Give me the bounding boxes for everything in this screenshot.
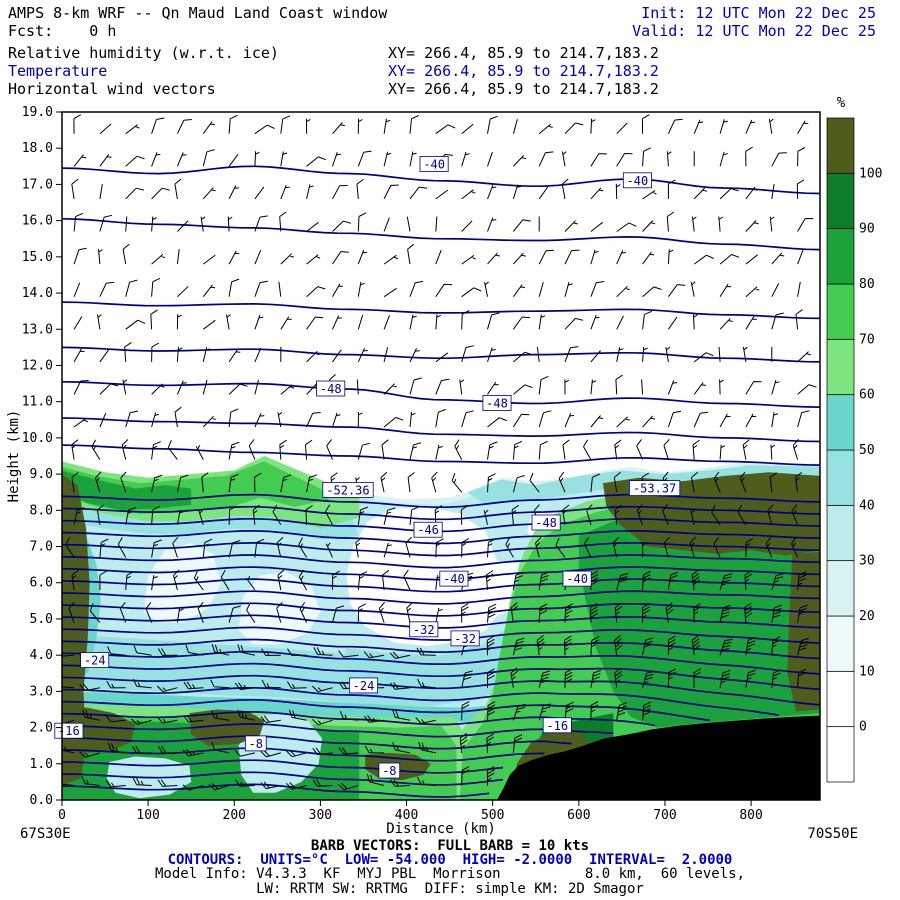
- field-rh-label: Relative humidity (w.r.t. ice): [8, 44, 279, 62]
- svg-text:-48: -48: [320, 382, 342, 396]
- svg-text:100: 100: [136, 808, 159, 823]
- field-rh-xy: XY= 266.4, 85.9 to 214.7,183.2: [388, 44, 659, 62]
- svg-text:6.0: 6.0: [30, 576, 53, 591]
- svg-text:10: 10: [859, 664, 875, 679]
- terrain: [497, 715, 820, 800]
- svg-text:12.0: 12.0: [22, 358, 53, 373]
- valid-time: Valid: 12 UTC Mon 22 Dec 25: [632, 22, 876, 40]
- colorbar: 0 10 20 30 40 50 60 70 80 90 100%: [826, 95, 882, 783]
- plot-title: AMPS 8-km WRF -- Qn Maud Land Coast wind…: [8, 4, 388, 22]
- model-info-line2: LW: RRTM SW: RRTMG DIFF: simple KM: 2D S…: [256, 881, 644, 897]
- svg-text:-52.36: -52.36: [326, 483, 369, 497]
- svg-text:500: 500: [481, 808, 504, 823]
- svg-text:-40: -40: [627, 174, 649, 188]
- svg-text:16.0: 16.0: [22, 214, 53, 229]
- svg-text:18.0: 18.0: [22, 141, 53, 156]
- svg-text:40: 40: [859, 498, 875, 513]
- svg-text:0: 0: [859, 720, 867, 735]
- corner-label-right: 70S50E: [807, 826, 858, 842]
- svg-text:-16: -16: [58, 724, 80, 738]
- model-info-line1: Model Info: V4.3.3 KF MYJ PBL Morrison 8…: [154, 866, 745, 882]
- svg-text:0: 0: [58, 808, 66, 823]
- svg-text:800: 800: [739, 808, 762, 823]
- corner-label-left: 67S30E: [20, 826, 71, 842]
- wind-barbs: [62, 114, 817, 791]
- svg-text:-32: -32: [413, 623, 435, 637]
- svg-text:2.0: 2.0: [30, 721, 53, 736]
- svg-text:-40: -40: [566, 572, 588, 586]
- svg-text:-53.37: -53.37: [633, 482, 676, 496]
- svg-text:200: 200: [223, 808, 246, 823]
- barb-legend: BARB VECTORS: FULL BARB = 10 kts: [310, 838, 590, 854]
- svg-text:13.0: 13.0: [22, 322, 53, 337]
- svg-text:-8: -8: [382, 764, 396, 778]
- svg-text:-32: -32: [454, 632, 476, 646]
- svg-text:-48: -48: [535, 516, 557, 530]
- svg-text:50: 50: [859, 443, 875, 458]
- contour-legend: CONTOURS: UNITS=°C LOW= -54.000 HIGH= -2…: [167, 852, 733, 868]
- svg-text:1.0: 1.0: [30, 757, 53, 772]
- svg-text:300: 300: [309, 808, 332, 823]
- svg-text:14.0: 14.0: [22, 286, 53, 301]
- svg-text:80: 80: [859, 277, 875, 292]
- svg-text:100: 100: [859, 166, 882, 181]
- svg-text:20: 20: [859, 609, 875, 624]
- svg-text:90: 90: [859, 222, 875, 237]
- svg-text:15.0: 15.0: [22, 250, 53, 265]
- field-wind-label: Horizontal wind vectors: [8, 80, 216, 98]
- field-temperature-xy: XY= 266.4, 85.9 to 214.7,183.2: [388, 62, 659, 80]
- svg-text:8.0: 8.0: [30, 503, 53, 518]
- svg-text:17.0: 17.0: [22, 177, 53, 192]
- svg-text:700: 700: [653, 808, 676, 823]
- svg-text:70: 70: [859, 332, 875, 347]
- svg-text:-40: -40: [423, 158, 445, 172]
- svg-text:5.0: 5.0: [30, 612, 53, 627]
- svg-text:11.0: 11.0: [22, 395, 53, 410]
- svg-text:-24: -24: [84, 654, 106, 668]
- svg-text:-8: -8: [249, 737, 263, 751]
- svg-text:-24: -24: [353, 679, 375, 693]
- field-wind-xy: XY= 266.4, 85.9 to 214.7,183.2: [388, 80, 659, 98]
- svg-text:7.0: 7.0: [30, 540, 53, 555]
- svg-text:-16: -16: [546, 719, 568, 733]
- svg-text:3.0: 3.0: [30, 684, 53, 699]
- field-temperature-label: Temperature: [8, 62, 108, 80]
- svg-text:-40: -40: [443, 572, 465, 586]
- contour-labels: -40 -40 -48 -48 -46 -48 -40 -40 -32 -32 -24 -24 -16 -…: [54, 156, 681, 779]
- y-axis-title: Height (km): [6, 410, 22, 503]
- forecast-hour: Fcst: 0 h: [8, 22, 117, 40]
- svg-text:30: 30: [859, 554, 875, 569]
- axes: 0.0 1.0 2.0 3.0 4.0 5.0 6.0 7.0 8.0 9.0 10.0 11.0 12…: [6, 105, 858, 842]
- svg-text:19.0: 19.0: [22, 105, 53, 120]
- colorbar-title: %: [837, 95, 846, 111]
- svg-text:0.0: 0.0: [30, 793, 53, 808]
- plot-frame: [61, 111, 821, 801]
- svg-text:400: 400: [395, 808, 418, 823]
- svg-text:9.0: 9.0: [30, 467, 53, 482]
- svg-text:10.0: 10.0: [22, 431, 53, 446]
- init-time: Init: 12 UTC Mon 22 Dec 25: [641, 4, 876, 22]
- svg-text:60: 60: [859, 388, 875, 403]
- svg-text:-46: -46: [417, 523, 439, 537]
- svg-text:4.0: 4.0: [30, 648, 53, 663]
- svg-text:600: 600: [567, 808, 590, 823]
- x-axis-title: Distance (km): [386, 821, 496, 837]
- svg-text:-48: -48: [486, 396, 508, 410]
